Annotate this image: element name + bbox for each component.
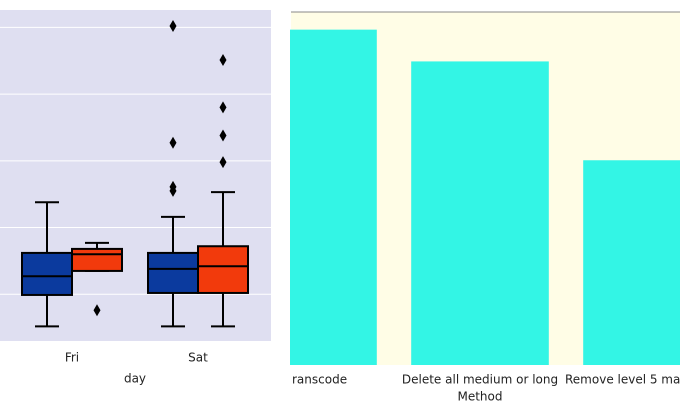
- x-tick-label: Remove level 5 ma: [565, 373, 680, 387]
- outlier: [93, 304, 101, 317]
- outlier: [219, 156, 227, 169]
- box: [197, 245, 249, 294]
- bar: [411, 61, 549, 366]
- bar: [583, 160, 680, 365]
- x-tick-label: ranscode: [292, 373, 347, 387]
- x-tick-label: Delete all medium or long: [402, 373, 558, 387]
- outlier: [169, 180, 177, 193]
- outlier: [219, 101, 227, 114]
- x-tick-label: Sat: [188, 351, 208, 365]
- box: [71, 247, 123, 272]
- x-axis-label: Method: [457, 390, 502, 404]
- outlier: [169, 20, 177, 33]
- x-axis-label: day: [124, 372, 146, 386]
- outlier: [169, 136, 177, 149]
- box-chart: Fri Sat: [0, 20, 271, 365]
- box: [147, 251, 199, 294]
- outlier: [219, 129, 227, 142]
- box: [21, 251, 73, 296]
- x-tick-label: Fri: [65, 351, 79, 365]
- bar: [290, 29, 377, 366]
- bar-chart: ranscode Delete all medium or long Remove …: [290, 29, 680, 387]
- outlier: [219, 54, 227, 67]
